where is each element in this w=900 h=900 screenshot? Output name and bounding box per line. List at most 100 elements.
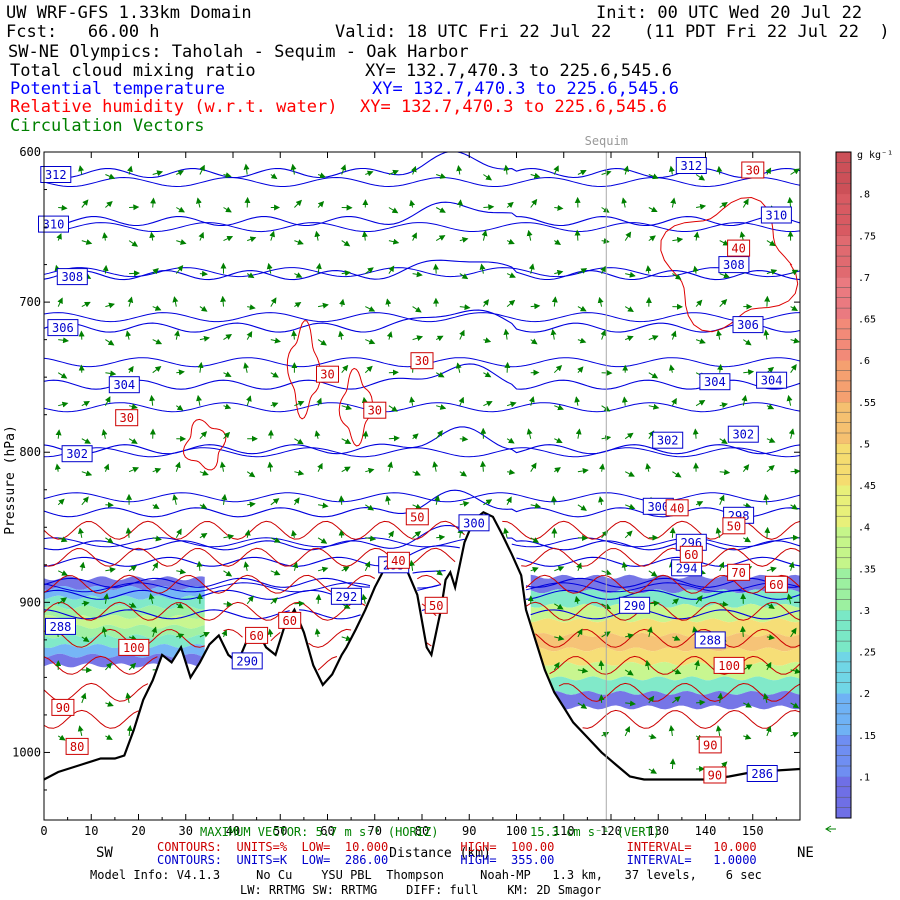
- colorbar-label: .35: [858, 564, 876, 575]
- circulation-vector: [58, 337, 69, 344]
- circulation-vector: [338, 495, 345, 505]
- circulation-vector: [105, 370, 117, 377]
- circulation-vector: [554, 269, 564, 276]
- circulation-vector: [554, 603, 564, 610]
- circulation-vector: [105, 662, 113, 671]
- svg-text:60: 60: [684, 548, 698, 562]
- circulation-vector: [459, 329, 465, 340]
- circulation-vector: [765, 661, 772, 671]
- circulation-vector: [458, 396, 465, 406]
- circulation-vector: [766, 464, 775, 473]
- circulation-vector: [105, 339, 115, 346]
- circulation-vector: [81, 401, 90, 407]
- circulation-vector: [58, 536, 68, 543]
- circulation-vector: [455, 362, 462, 373]
- circulation-vector: [105, 734, 113, 740]
- circulation-vector: [57, 570, 68, 576]
- circulation-vector: [456, 165, 463, 175]
- theta-label: 308: [718, 256, 750, 274]
- circulation-vector: [435, 569, 443, 576]
- rh-label: 50: [424, 596, 448, 614]
- circulation-vector: [266, 262, 273, 274]
- svg-text:90: 90: [708, 769, 722, 783]
- circulation-vector: [152, 535, 162, 542]
- circulation-vector: [128, 467, 140, 473]
- svg-text:308: 308: [61, 270, 83, 284]
- circulation-vector: [503, 527, 509, 538]
- circulation-vector: [624, 530, 633, 539]
- rh-label: 90: [698, 736, 722, 754]
- circulation-vector: [648, 335, 659, 341]
- circulation-vector: [292, 561, 299, 571]
- circulation-vector: [128, 602, 137, 608]
- circulation-vector: [270, 402, 279, 408]
- circulation-vector: [79, 561, 86, 571]
- circulation-vector: [199, 632, 210, 638]
- circulation-vector: [621, 396, 628, 406]
- x-tick-label: 50: [273, 824, 287, 838]
- circulation-vector: [503, 328, 510, 340]
- rh-contour-line: [44, 520, 800, 540]
- colorbar-label: .1: [858, 772, 870, 783]
- circulation-vector: [58, 204, 68, 211]
- circulation-vector: [648, 235, 656, 242]
- circulation-vector: [672, 696, 681, 704]
- circulation-vector: [150, 197, 157, 208]
- rh-label: 50: [722, 517, 746, 535]
- circulation-vector: [716, 165, 723, 175]
- circulation-vector: [743, 369, 755, 376]
- circulation-vector: [105, 201, 113, 208]
- circulation-vector: [574, 229, 581, 241]
- circulation-vector: [598, 660, 605, 670]
- theta-label: 300: [458, 514, 490, 532]
- colorbar-label: .65: [858, 315, 876, 326]
- circulation-vector: [196, 394, 202, 406]
- svg-text:50: 50: [429, 599, 443, 613]
- x-tick-label: 110: [553, 824, 575, 838]
- rh-label: 50: [405, 508, 429, 526]
- circulation-vector: [57, 498, 65, 506]
- circulation-vector: [318, 502, 329, 509]
- theta-label: 288: [45, 617, 76, 635]
- theta-contour-line: [44, 201, 800, 227]
- colorbar-label: .7: [858, 273, 870, 284]
- x-tick-label: 100: [506, 824, 528, 838]
- circulation-vector: [672, 236, 684, 243]
- svg-text:306: 306: [737, 318, 759, 332]
- circulation-vector: [459, 435, 469, 442]
- circulation-vector: [341, 466, 351, 473]
- circulation-vector: [786, 394, 793, 406]
- circulation-vector: [506, 437, 515, 444]
- colorbar-label: .25: [858, 648, 876, 659]
- circulation-vector: [341, 404, 353, 411]
- x-tick-label: 70: [368, 824, 382, 838]
- circulation-vector: [554, 467, 561, 474]
- x-tick-label: 0: [40, 824, 47, 838]
- circulation-vector: [128, 662, 137, 671]
- x-tick-label: 40: [226, 824, 240, 838]
- circulation-vector: [577, 170, 587, 176]
- theta-label: 290: [231, 652, 263, 670]
- axes: 0 10 20 30 40 50 60 70 80 90 100 110 120 130 140 150 600…: [12, 145, 800, 838]
- rh-contour-line: [182, 418, 227, 471]
- circulation-vector: [432, 461, 439, 472]
- field-rh-xy: XY= 132.7,470.3 to 225.6,545.6: [360, 97, 668, 117]
- circulation-vector: [365, 306, 376, 312]
- circulation-vector: [54, 463, 61, 472]
- circulation-vector: [220, 295, 227, 307]
- circulation-vector: [554, 566, 565, 572]
- x-tick-label: 20: [131, 824, 145, 838]
- circulation-vector: [247, 501, 256, 508]
- svg-text:292: 292: [336, 590, 358, 604]
- circulation-vector: [125, 527, 132, 538]
- circulation-vector: [716, 329, 722, 340]
- circulation-vector: [245, 395, 252, 406]
- circulation-vector: [715, 725, 722, 736]
- svg-text:300: 300: [463, 516, 485, 530]
- circulation-vector: [648, 173, 659, 180]
- circulation-vector: [223, 533, 235, 540]
- circulation-vector: [530, 172, 541, 179]
- circulation-vector: [101, 429, 108, 439]
- theta-label: 310: [38, 215, 69, 233]
- circulation-vector: [318, 302, 329, 309]
